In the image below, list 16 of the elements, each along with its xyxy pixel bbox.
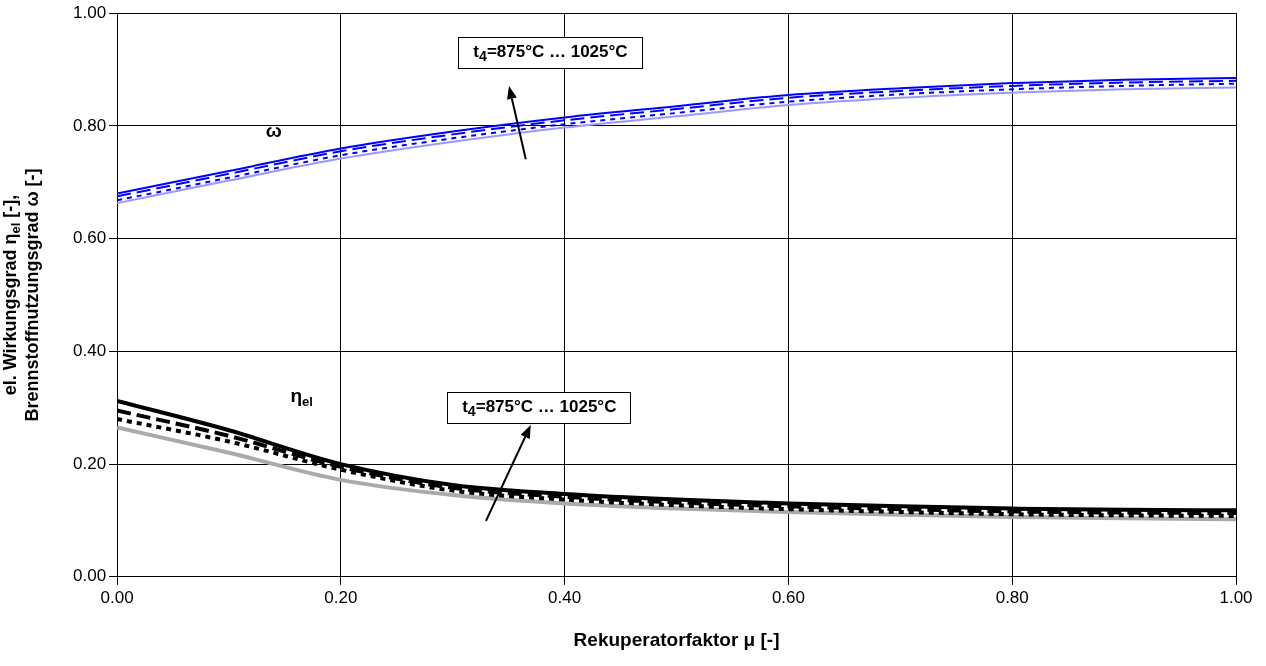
y-tick-label: 1.00 [72,2,107,22]
x-axis-title: Rekuperatorfaktor μ [-] [573,628,780,650]
x-tick-label: 0.60 [771,587,805,607]
x-tick-label: 1.00 [1219,587,1253,607]
x-tick-label: 0.20 [324,587,358,607]
y-tick-label: 0.60 [72,228,107,248]
x-tick-label: 0.80 [995,587,1029,607]
y-tick-label: 0.80 [72,115,107,135]
x-tick-label: 0.40 [548,587,582,607]
x-tick-label: 0.00 [100,587,134,607]
annotation: t$_{4}$=875°C … 1025°C [447,391,632,425]
y-tick-label: 0.00 [72,566,107,586]
annotation: t$_{4}$=875°C … 1025°C [458,36,643,70]
y-tick-label: 0.20 [72,453,107,473]
y-tick-label: 0.40 [72,341,107,361]
annotation: ω [265,119,282,141]
